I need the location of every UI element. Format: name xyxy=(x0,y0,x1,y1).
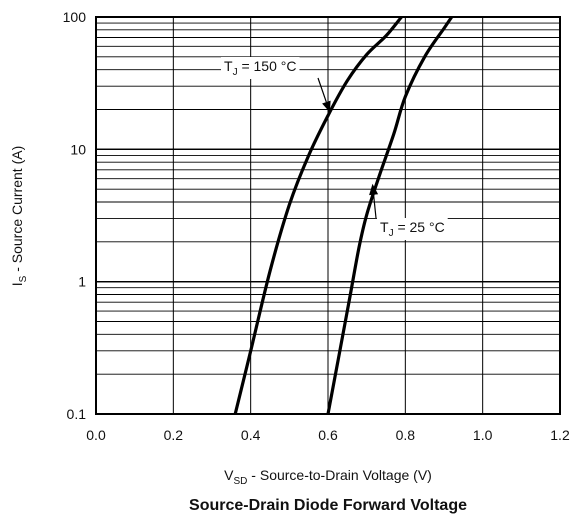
annotation-150c-leader xyxy=(317,77,327,103)
chart-title: Source-Drain Diode Forward Voltage xyxy=(189,497,467,514)
annotation-150c-subscript: J xyxy=(233,67,238,78)
annotation-25c-symbol: T xyxy=(380,219,389,235)
y-tick-labels: 0.1 1 10 100 xyxy=(63,9,87,422)
series-layer xyxy=(233,15,454,415)
plot-frame xyxy=(95,16,561,415)
y-axis-title: IS - Source Current (A) xyxy=(9,146,29,287)
x-tick-label: 0.8 xyxy=(396,427,416,443)
annotation-150c-symbol: T xyxy=(224,58,233,74)
x-tick-labels: 0.0 0.2 0.4 0.6 0.8 1.0 1.2 xyxy=(86,427,570,443)
y-tick-label: 100 xyxy=(63,9,87,25)
annotation-25c-box xyxy=(377,218,448,240)
x-axis-subscript: SD xyxy=(234,476,248,487)
annotation-150c-text: = 150 °C xyxy=(238,58,297,74)
grid-major xyxy=(95,16,561,415)
y-tick-label: 0.1 xyxy=(67,406,87,422)
x-axis-title: VSD - Source-to-Drain Voltage (V) xyxy=(224,467,432,487)
y-axis-subscript: S xyxy=(18,275,29,282)
x-tick-label: 0.4 xyxy=(241,427,261,443)
annotation-25c-arrowhead xyxy=(369,183,379,196)
series-tj-150c-line xyxy=(233,15,403,415)
x-tick-label: 0.2 xyxy=(164,427,184,443)
x-tick-label: 0.6 xyxy=(318,427,338,443)
annotation-150c-arrowhead xyxy=(322,100,331,113)
y-axis-symbol: I xyxy=(9,282,25,286)
x-tick-label: 0.0 xyxy=(86,427,106,443)
annotation-25c-label: TJ = 25 °C xyxy=(380,219,445,239)
annotation-150c-box xyxy=(221,57,300,79)
y-axis-text: - Source Current (A) xyxy=(9,146,25,276)
annotation-25c-leader xyxy=(372,194,377,219)
annotation-25c-text: = 25 °C xyxy=(394,219,445,235)
x-axis-text: - Source-to-Drain Voltage (V) xyxy=(247,467,431,483)
annotation-150c-label: TJ = 150 °C xyxy=(224,58,296,78)
series-tj-25c-line xyxy=(326,16,454,415)
y-tick-label: 10 xyxy=(70,141,86,157)
annotation-25c-subscript: J xyxy=(389,228,394,239)
x-tick-label: 1.2 xyxy=(550,427,570,443)
x-tick-label: 1.0 xyxy=(473,427,493,443)
y-tick-label: 1 xyxy=(78,274,86,290)
x-axis-symbol: V xyxy=(224,467,234,483)
